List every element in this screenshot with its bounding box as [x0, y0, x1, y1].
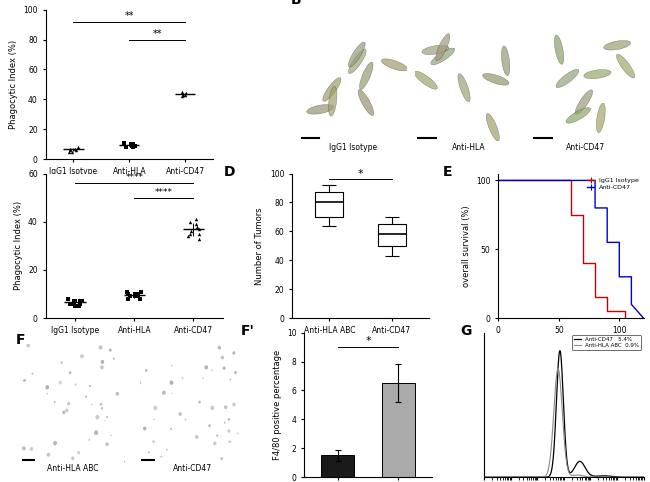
Point	[133, 290, 143, 298]
Point	[127, 142, 137, 149]
Point	[69, 297, 79, 305]
Y-axis label: Phagocytic Index (%): Phagocytic Index (%)	[14, 201, 23, 290]
Point	[68, 300, 79, 308]
Y-axis label: overall survival (%): overall survival (%)	[462, 205, 471, 287]
Point	[75, 297, 85, 305]
Bar	[321, 455, 354, 477]
Text: B: B	[291, 0, 302, 7]
Text: **: **	[125, 11, 134, 21]
Bar	[382, 383, 415, 477]
Point	[135, 295, 145, 303]
Point	[71, 146, 81, 154]
Point	[185, 218, 195, 226]
Point	[125, 293, 135, 300]
Text: E: E	[443, 165, 452, 179]
Point	[70, 297, 80, 305]
Point	[121, 143, 131, 151]
Legend: Anti-CD47   5.4%, Anti-HLA ABC  0.9%: Anti-CD47 5.4%, Anti-HLA ABC 0.9%	[572, 335, 641, 350]
Point	[128, 140, 138, 148]
Point	[178, 91, 188, 99]
Point	[194, 225, 205, 233]
Point	[190, 220, 201, 228]
Point	[63, 295, 73, 303]
Point	[191, 223, 202, 230]
Point	[129, 142, 140, 149]
Text: IgG1 Isotype: IgG1 Isotype	[329, 143, 377, 151]
Point	[177, 88, 187, 95]
Point	[185, 230, 196, 238]
Bar	[315, 192, 343, 217]
Point	[123, 295, 133, 303]
Text: ****: ****	[155, 188, 173, 197]
Point	[73, 143, 84, 151]
Point	[180, 90, 190, 97]
Text: *: *	[358, 169, 363, 179]
Point	[122, 288, 133, 295]
Point	[70, 302, 81, 310]
Point	[130, 290, 140, 298]
Text: ****: ****	[125, 174, 143, 183]
Text: G: G	[460, 324, 472, 338]
Point	[70, 145, 80, 152]
Text: Anti-CD47: Anti-CD47	[566, 143, 605, 151]
Bar	[378, 224, 406, 246]
Point	[77, 297, 87, 305]
Point	[64, 145, 75, 152]
Point	[63, 147, 73, 155]
Point	[67, 147, 77, 155]
Y-axis label: F4/80 positive percentage: F4/80 positive percentage	[272, 350, 281, 460]
Legend: IgG1 Isotype, Anti-CD47: IgG1 Isotype, Anti-CD47	[586, 176, 640, 191]
Text: **: **	[153, 29, 162, 39]
Point	[194, 235, 204, 242]
Text: D: D	[224, 165, 235, 179]
Point	[64, 300, 75, 308]
Point	[64, 146, 75, 154]
Point	[183, 232, 193, 240]
Y-axis label: Phagocytic Index (%): Phagocytic Index (%)	[9, 40, 18, 129]
Point	[130, 293, 140, 300]
Point	[191, 215, 202, 223]
Point	[119, 139, 129, 147]
Text: Anti-HLA: Anti-HLA	[452, 143, 486, 151]
Text: Anti-HLA ABC: Anti-HLA ABC	[47, 464, 98, 473]
Point	[179, 91, 190, 99]
Point	[125, 140, 136, 148]
Text: F: F	[16, 333, 25, 347]
Text: *: *	[365, 336, 371, 346]
Point	[185, 228, 196, 235]
Point	[128, 143, 138, 151]
Text: Anti-CD47: Anti-CD47	[172, 464, 212, 473]
Point	[133, 293, 144, 300]
Text: F': F'	[240, 324, 255, 338]
Y-axis label: Number of Tumors: Number of Tumors	[255, 207, 265, 285]
Point	[136, 288, 146, 295]
X-axis label: Days: Days	[560, 340, 581, 349]
Point	[177, 93, 187, 100]
Point	[75, 300, 85, 308]
Point	[123, 290, 133, 298]
Point	[74, 302, 85, 310]
Point	[193, 230, 203, 238]
